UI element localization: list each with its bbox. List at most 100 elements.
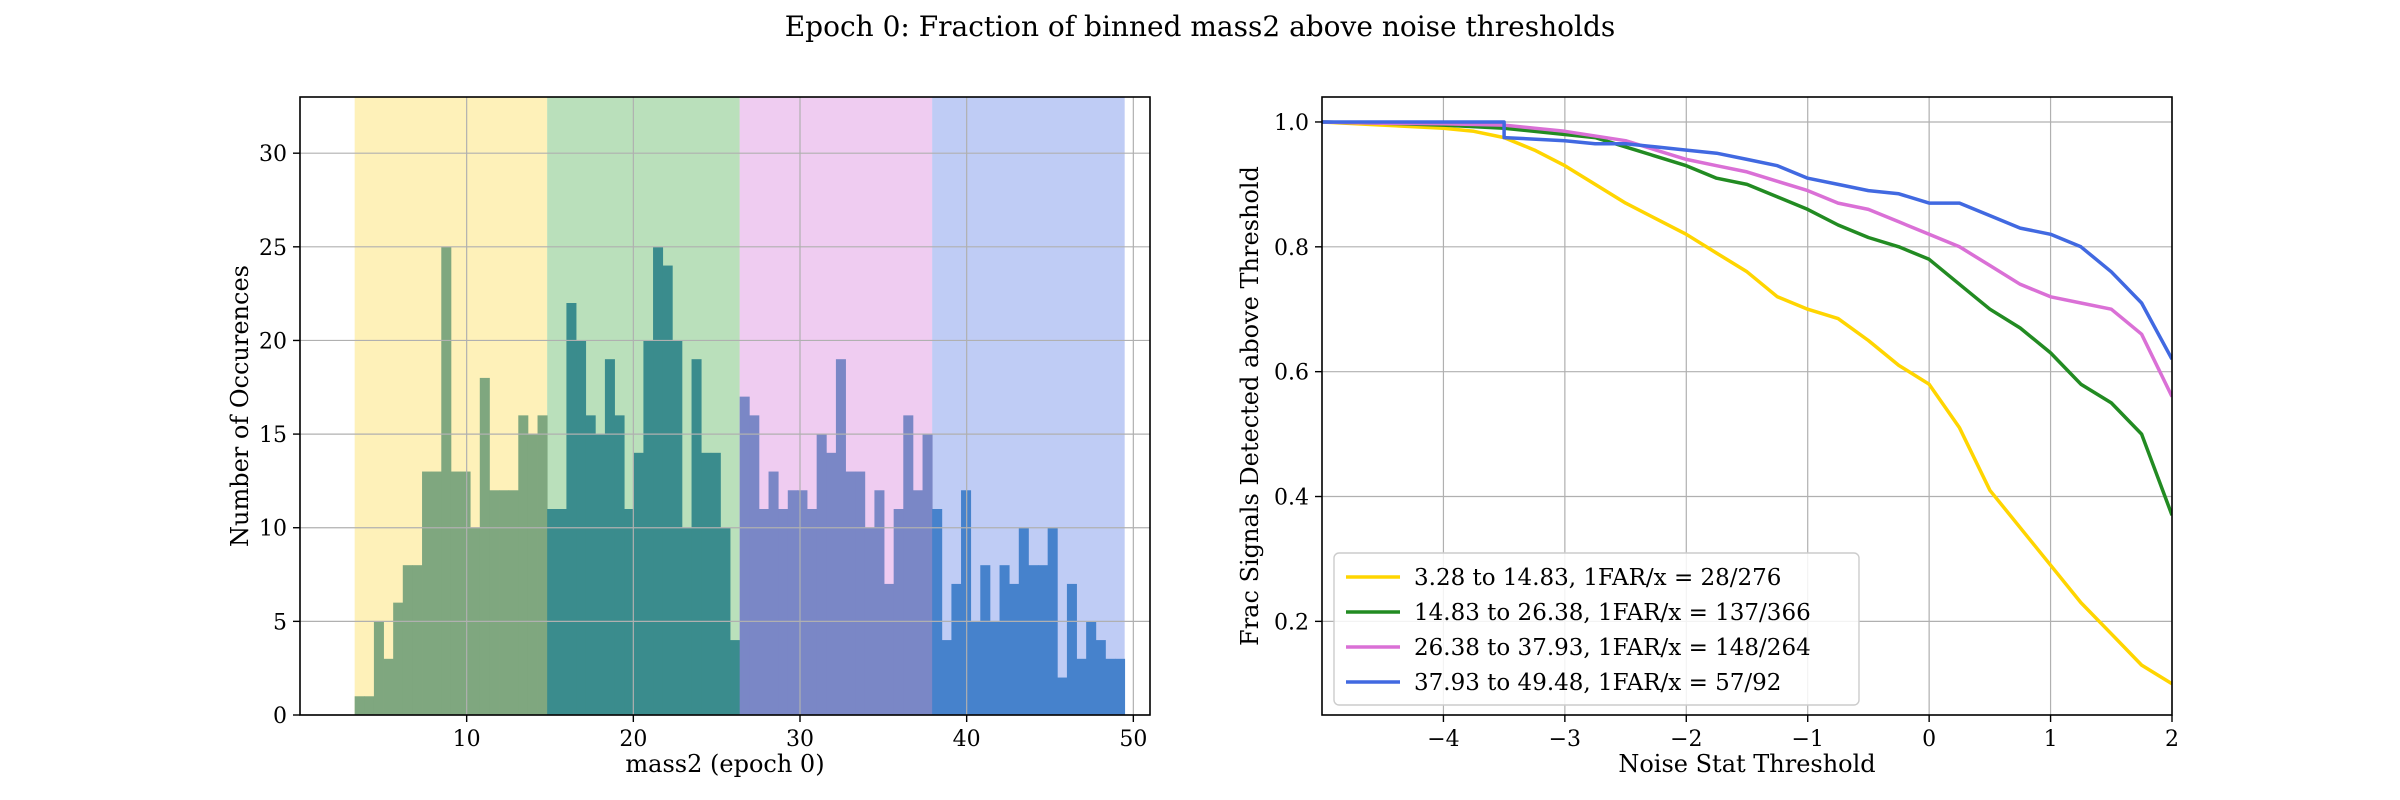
histogram-bar bbox=[527, 434, 538, 715]
histogram-bar bbox=[845, 471, 856, 715]
histogram-bar bbox=[893, 509, 904, 715]
histogram-bar bbox=[758, 509, 769, 715]
y-tick-label: 10 bbox=[259, 517, 287, 542]
figure-suptitle: Epoch 0: Fraction of binned mass2 above … bbox=[785, 10, 1616, 43]
histogram-bar bbox=[373, 621, 384, 715]
histogram-bar bbox=[624, 509, 635, 715]
x-tick-label: −4 bbox=[1427, 727, 1459, 752]
histogram-bar bbox=[1105, 658, 1116, 715]
histogram-bar bbox=[999, 565, 1010, 715]
x-tick-label: 30 bbox=[786, 727, 814, 752]
threshold-curve-panel: −4 −3 −2 −1 0 1 2 0.2 0.4 0.6 0.8 1.0 Noise Stat Thr… bbox=[1236, 96, 2179, 778]
histogram-bar bbox=[402, 565, 413, 715]
histogram-bar bbox=[691, 359, 702, 715]
histogram-bar bbox=[874, 490, 885, 715]
histogram-bar bbox=[797, 490, 808, 715]
histogram-bar bbox=[970, 621, 981, 715]
histogram-bar bbox=[951, 583, 962, 715]
histogram-bar bbox=[441, 246, 452, 715]
axes-frame bbox=[1321, 96, 2173, 716]
histogram-bar bbox=[884, 583, 895, 715]
y-tick-label: 1.0 bbox=[1274, 111, 1309, 136]
legend-entry-3: 37.93 to 49.48, 1FAR/x = 57/92 bbox=[1414, 670, 1781, 696]
y-tick-label: 25 bbox=[259, 236, 287, 261]
histogram-bar bbox=[941, 640, 952, 715]
histogram-bar bbox=[1115, 658, 1126, 715]
y-tick-label: 20 bbox=[259, 329, 287, 354]
histogram-bar bbox=[739, 396, 750, 715]
histogram-bar bbox=[778, 509, 789, 715]
histogram-bar bbox=[383, 658, 394, 715]
histogram-bar bbox=[1086, 621, 1097, 715]
histogram-bar bbox=[1038, 565, 1049, 715]
legend-entry-2: 26.38 to 37.93, 1FAR/x = 148/264 bbox=[1414, 635, 1811, 661]
x-tick-label: 2 bbox=[2165, 727, 2179, 752]
histogram-bar bbox=[633, 452, 644, 715]
histogram-bar bbox=[1076, 658, 1087, 715]
x-tick-label: 10 bbox=[453, 727, 481, 752]
series-line-2 bbox=[1322, 120, 2172, 398]
x-tick-label: 50 bbox=[1119, 727, 1147, 752]
histogram-bar bbox=[364, 696, 375, 715]
histogram-bar bbox=[1066, 583, 1077, 715]
histogram-bar bbox=[835, 359, 846, 715]
histogram-bar bbox=[1028, 565, 1039, 715]
histogram-bar bbox=[903, 415, 914, 715]
histogram-bar bbox=[393, 602, 404, 715]
histogram-bar bbox=[604, 359, 615, 715]
y-tick-label: 0.4 bbox=[1274, 486, 1309, 511]
x-tick-label: −1 bbox=[1791, 727, 1823, 752]
histogram-bar bbox=[595, 434, 606, 715]
histogram-bar bbox=[479, 377, 490, 715]
histogram-bar bbox=[961, 490, 972, 715]
histogram-bar bbox=[749, 415, 760, 715]
series-line-0 bbox=[1322, 120, 2172, 686]
histogram-bar bbox=[354, 696, 365, 715]
histogram-bar bbox=[653, 246, 664, 715]
y-axis-label: Number of Occurences bbox=[226, 265, 254, 547]
y-tick-label: 0.8 bbox=[1274, 236, 1309, 261]
histogram-bar bbox=[1057, 677, 1068, 715]
y-tick-label: 30 bbox=[259, 142, 287, 167]
histogram-bar bbox=[556, 509, 567, 715]
histogram-bar bbox=[730, 640, 741, 715]
histogram-bar bbox=[412, 565, 423, 715]
legend-entry-0: 3.28 to 14.83, 1FAR/x = 28/276 bbox=[1414, 565, 1781, 591]
histogram-bar bbox=[922, 434, 933, 715]
x-tick-label: 20 bbox=[619, 727, 647, 752]
histogram-bar bbox=[1095, 640, 1106, 715]
x-tick-label: 40 bbox=[953, 727, 981, 752]
y-axis-label: Frac Signals Detected above Threshold bbox=[1236, 166, 1264, 646]
x-tick-label: 1 bbox=[2044, 727, 2058, 752]
axes-frame bbox=[299, 96, 1151, 716]
histogram-bar bbox=[816, 434, 827, 715]
histogram-bar bbox=[807, 509, 818, 715]
x-tick-label: 0 bbox=[1922, 727, 1936, 752]
y-tick-label: 15 bbox=[259, 423, 287, 448]
histogram-bar bbox=[614, 415, 625, 715]
histogram-bar bbox=[431, 471, 442, 715]
histogram-bar bbox=[1009, 583, 1020, 715]
histogram-bar bbox=[489, 490, 500, 715]
histogram-bar bbox=[912, 490, 923, 715]
y-tick-label: 0.6 bbox=[1274, 361, 1309, 386]
legend-entry-1: 14.83 to 26.38, 1FAR/x = 137/366 bbox=[1414, 600, 1811, 626]
histogram-bar bbox=[662, 265, 673, 715]
histogram-bar bbox=[460, 471, 471, 715]
histogram-bar bbox=[547, 509, 558, 715]
histogram-bar bbox=[518, 415, 529, 715]
histogram-bar bbox=[768, 471, 779, 715]
x-tick-label: −3 bbox=[1549, 727, 1581, 752]
series-line-1 bbox=[1322, 120, 2172, 516]
histogram-bar bbox=[989, 621, 1000, 715]
histogram-bar bbox=[537, 415, 548, 715]
histogram-bar bbox=[855, 471, 866, 715]
y-tick-label: 0.2 bbox=[1274, 610, 1309, 635]
histogram-bar bbox=[499, 490, 510, 715]
x-tick-label: −2 bbox=[1670, 727, 1702, 752]
x-axis-label: mass2 (epoch 0) bbox=[625, 750, 824, 778]
y-tick-label: 5 bbox=[273, 610, 287, 635]
x-axis-label: Noise Stat Threshold bbox=[1618, 750, 1875, 778]
